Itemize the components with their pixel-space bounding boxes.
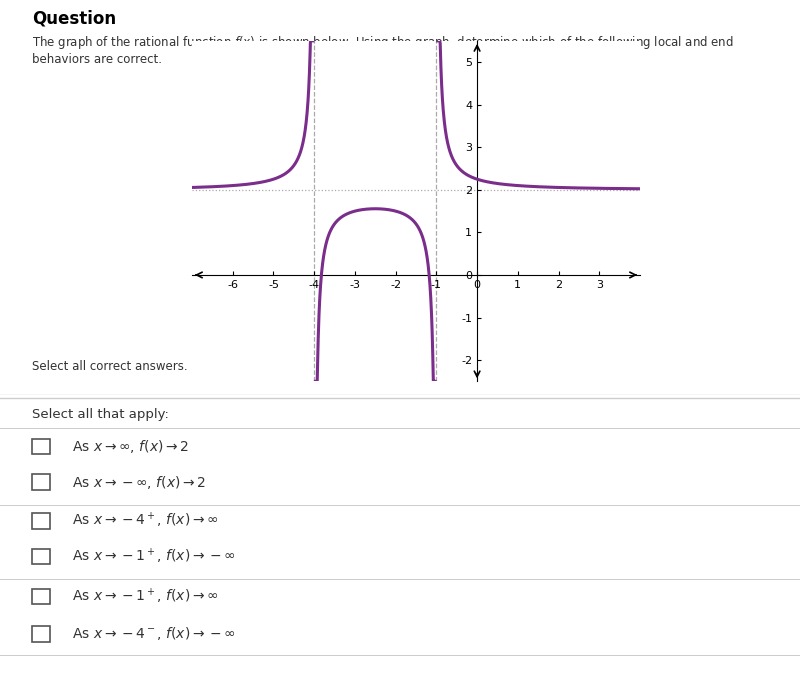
Text: Question: Question xyxy=(32,10,116,28)
Text: As $x \rightarrow -\infty$, $f(x) \rightarrow 2$: As $x \rightarrow -\infty$, $f(x) \right… xyxy=(72,474,206,491)
Bar xyxy=(32,589,50,605)
Text: As $x \rightarrow -1^+$, $f(x) \rightarrow \infty$: As $x \rightarrow -1^+$, $f(x) \rightarr… xyxy=(72,587,218,606)
Text: As $x \rightarrow -1^+$, $f(x) \rightarrow -\infty$: As $x \rightarrow -1^+$, $f(x) \rightarr… xyxy=(72,547,235,566)
Text: As $x \rightarrow -4^-$, $f(x) \rightarrow -\infty$: As $x \rightarrow -4^-$, $f(x) \rightarr… xyxy=(72,625,235,642)
Bar xyxy=(32,475,50,490)
Text: behaviors are correct.: behaviors are correct. xyxy=(32,53,162,66)
Bar xyxy=(32,439,50,454)
Text: As $x \rightarrow -4^+$, $f(x) \rightarrow \infty$: As $x \rightarrow -4^+$, $f(x) \rightarr… xyxy=(72,511,218,530)
Text: Select all that apply:: Select all that apply: xyxy=(32,408,169,421)
Bar xyxy=(32,549,50,565)
Bar xyxy=(32,626,50,642)
Text: As $x \rightarrow \infty$, $f(x) \rightarrow 2$: As $x \rightarrow \infty$, $f(x) \righta… xyxy=(72,438,189,455)
Text: Select all correct answers.: Select all correct answers. xyxy=(32,360,188,373)
Text: The graph of the rational function $f(x)$ is shown below. Using the graph, deter: The graph of the rational function $f(x)… xyxy=(32,33,734,50)
Bar xyxy=(32,513,50,528)
